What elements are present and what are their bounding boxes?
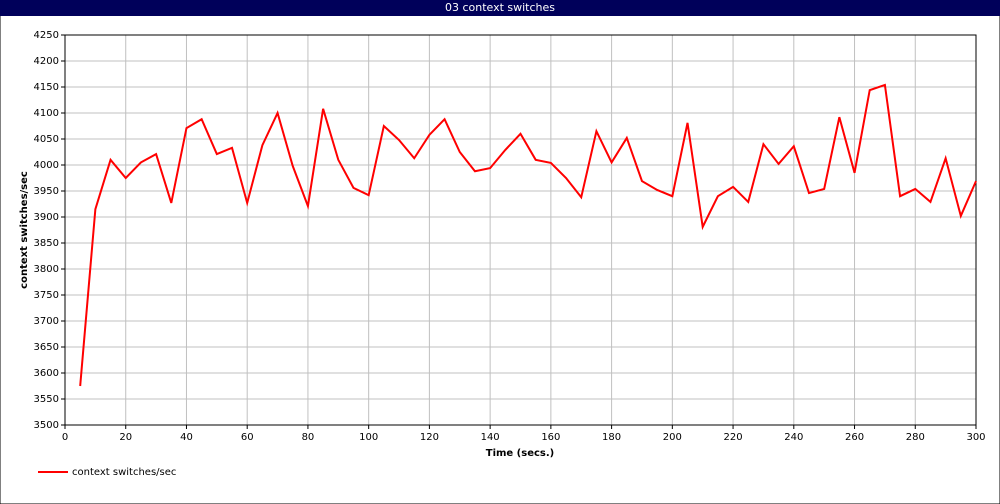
x-tick-label: 40: [180, 432, 193, 443]
title-bar: [0, 0, 1000, 16]
y-tick-label: 3800: [34, 264, 59, 275]
y-tick-label: 3950: [34, 186, 59, 197]
x-tick-label: 20: [119, 432, 132, 443]
plot-area: [64, 34, 977, 426]
y-tick-label: 3750: [34, 290, 59, 301]
y-tick-label: 3650: [34, 342, 59, 353]
plot-border: [64, 34, 977, 426]
x-tick-label: 200: [663, 432, 682, 443]
y-tick-label: 3600: [34, 368, 59, 379]
x-tick-label: 220: [724, 432, 743, 443]
chart-title: 03 context switches: [445, 1, 555, 14]
x-tick-label: 80: [302, 432, 315, 443]
x-tick-label: 0: [62, 432, 68, 443]
y-tick-label: 4000: [34, 160, 59, 171]
x-tick-label: 140: [481, 432, 500, 443]
y-axis-label: context switches/sec: [19, 171, 30, 289]
legend-label: context switches/sec: [72, 467, 176, 478]
y-tick-label: 3500: [34, 420, 59, 431]
y-tick-label: 4100: [34, 108, 59, 119]
x-tick-label: 300: [966, 432, 985, 443]
x-axis-label: Time (secs.): [486, 448, 555, 459]
data-line: [79, 83, 977, 387]
y-tick-label: 4150: [34, 82, 59, 93]
x-tick-label: 60: [241, 432, 254, 443]
y-tick-label: 4050: [34, 134, 59, 145]
grid: 3500 3550 3600 3650 3700 3750 3800 3850 3900 3950…: [34, 30, 986, 443]
x-tick-label: 260: [845, 432, 864, 443]
y-tick-label: 4200: [34, 56, 59, 67]
x-tick-label: 120: [420, 432, 439, 443]
y-tick-label: 4250: [34, 30, 59, 41]
x-tick-label: 280: [906, 432, 925, 443]
x-tick-label: 100: [359, 432, 378, 443]
x-tick-label: 160: [541, 432, 560, 443]
y-tick-label: 3700: [34, 316, 59, 327]
x-tick-label: 240: [784, 432, 803, 443]
y-tick-label: 3550: [34, 394, 59, 405]
y-tick-label: 3850: [34, 238, 59, 249]
plot: [79, 83, 977, 387]
y-tick-label: 3900: [34, 212, 59, 223]
x-tick-label: 180: [602, 432, 621, 443]
